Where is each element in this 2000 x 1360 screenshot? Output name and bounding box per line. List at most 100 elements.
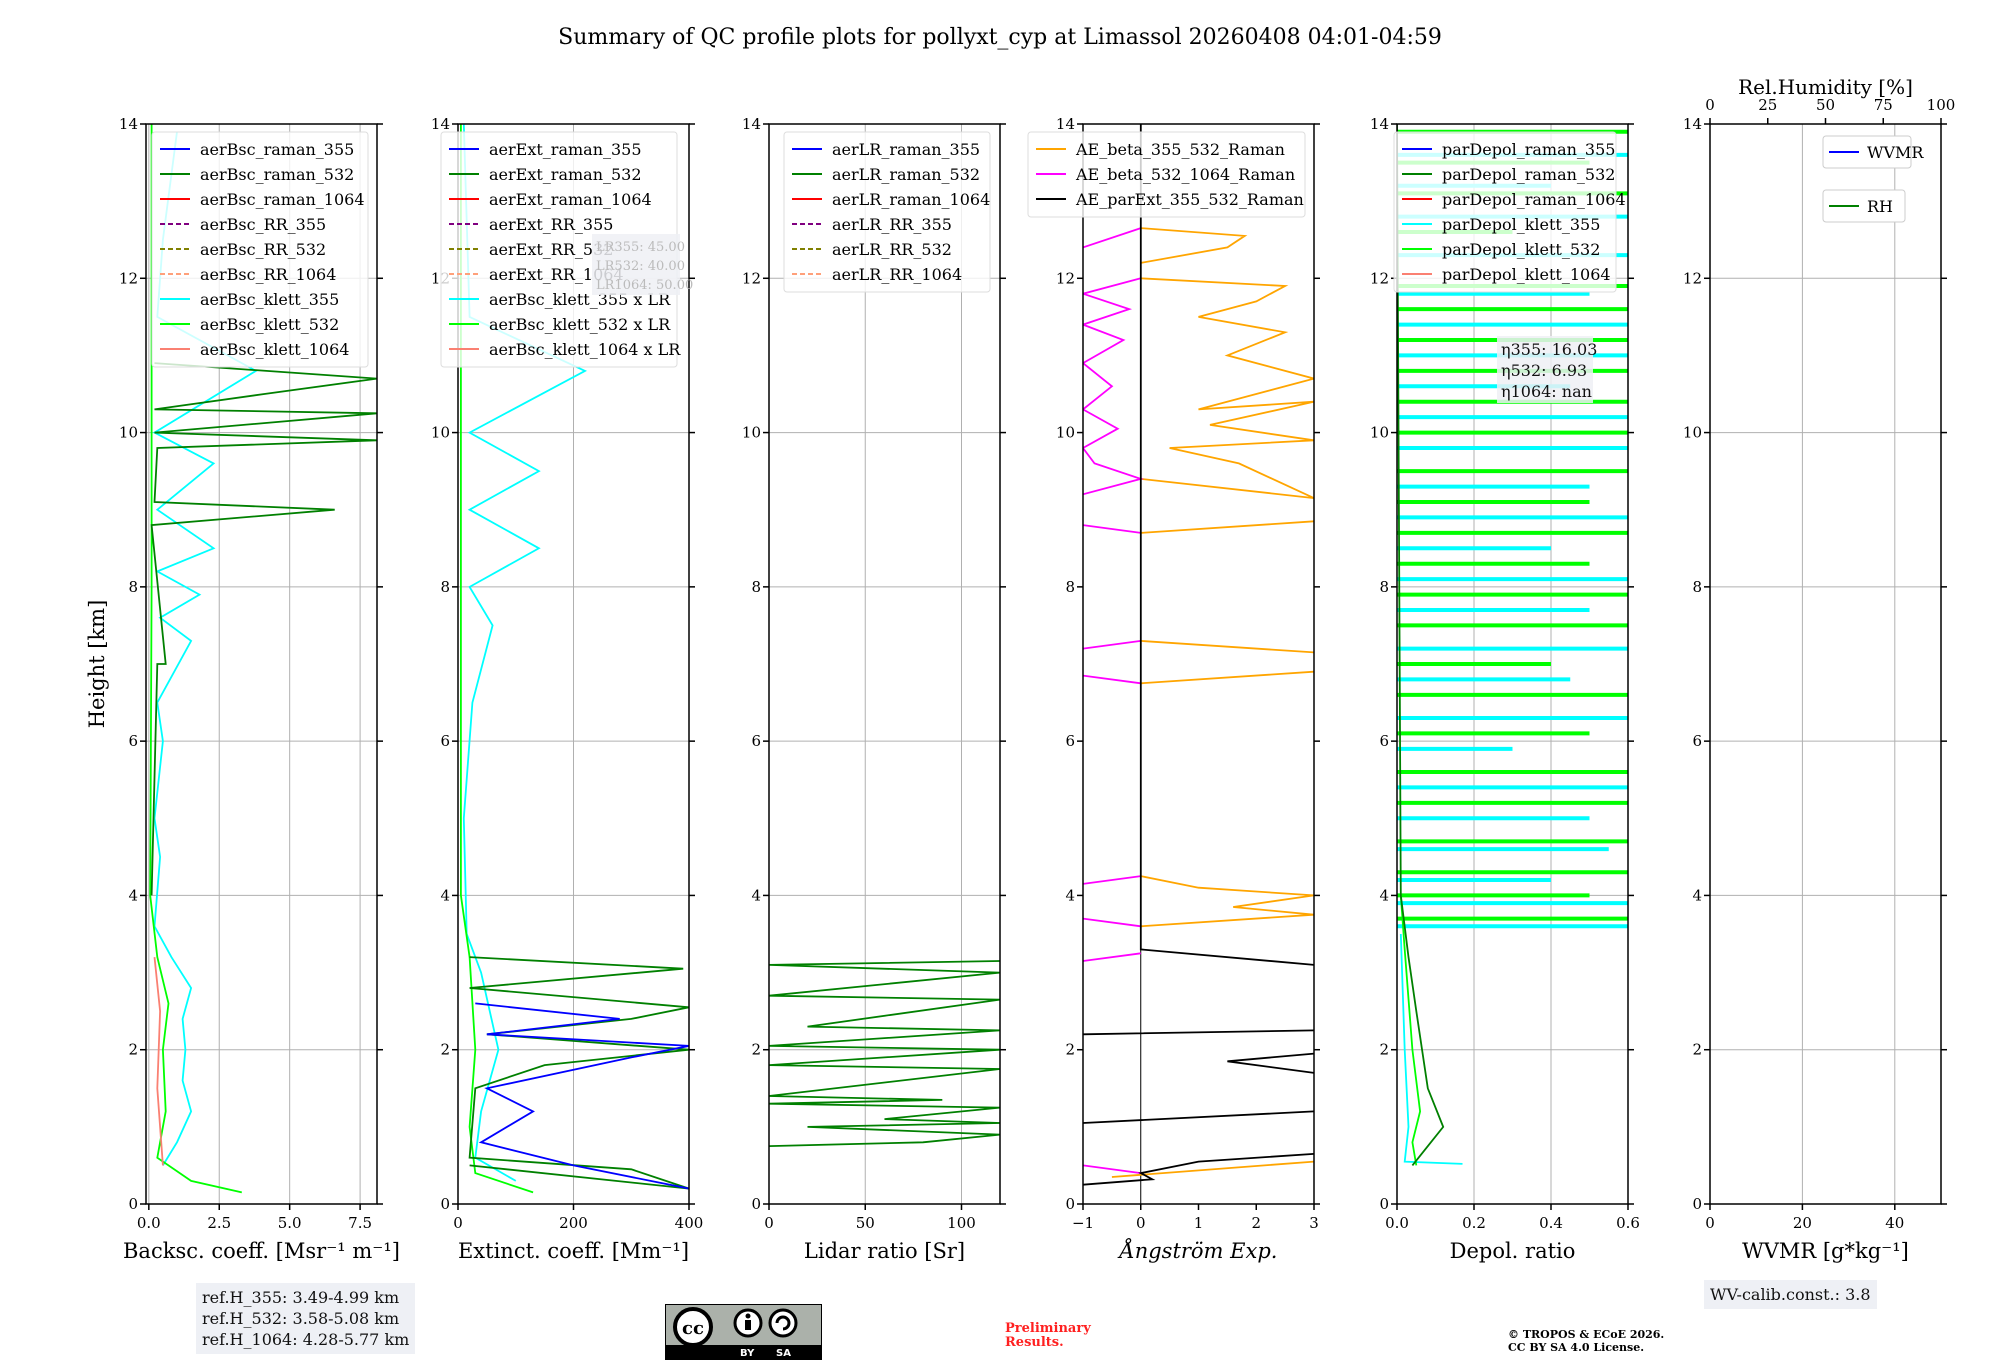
y-tick-label: 4	[751, 886, 761, 904]
legend-label: aerBsc_klett_1064 x LR	[489, 340, 681, 359]
legend: aerBsc_raman_355 aerBsc_raman_532 aerBsc_r…	[151, 131, 369, 368]
panel-5: 0 2 4 6 8 10 12 14 0.0 0.2 0.4 0.6 Depol. ratio parDe…	[1370, 115, 1640, 1263]
series-AE_parExt_355_532_Raman	[1083, 124, 1314, 1186]
y-tick-label: 10	[1683, 424, 1702, 442]
legend-label: parDepol_klett_532	[1442, 240, 1600, 259]
y-tick-label: 6	[1692, 732, 1702, 750]
legend-box	[1393, 131, 1617, 293]
axes-frame	[1396, 123, 1629, 1205]
legend-label: parDepol_raman_355	[1442, 140, 1615, 159]
x-tick-label: 0.2	[1462, 1214, 1486, 1232]
legend-label: aerLR_RR_532	[832, 240, 952, 259]
copyright-line-1: © TROPOS & ECoE 2026.	[1508, 1328, 1665, 1341]
y-tick-label: 0	[128, 1195, 138, 1213]
preliminary-line-1: Preliminary	[1005, 1321, 1091, 1336]
axes-frame	[1709, 123, 1942, 1205]
series-group	[1083, 124, 1314, 1186]
x-tick-label: −1	[1072, 1214, 1094, 1232]
legend-label: aerExt_RR_532	[489, 240, 613, 259]
copyright-notice: © TROPOS & ECoE 2026. CC BY SA 4.0 Licens…	[1508, 1328, 1664, 1354]
y-tick-label: 14	[742, 115, 761, 133]
x-axis-label: Lidar ratio [Sr]	[804, 1239, 965, 1263]
axes-frame	[768, 123, 1001, 1205]
y-tick-label: 12	[119, 269, 138, 287]
x-tick-label: 0.0	[1385, 1214, 1409, 1232]
annotation-line: LR532: 40.00	[596, 259, 685, 274]
legend-entry: WVMR	[1822, 135, 1924, 169]
annotation-line: LR1064: 50.00	[596, 278, 693, 293]
series-aerLR_raman_532	[769, 960, 1000, 1147]
legend-label: aerExt_raman_532	[489, 165, 642, 184]
y-tick-label: 10	[742, 424, 761, 442]
y-tick-label: 8	[1379, 578, 1389, 596]
legend-label: AE_parExt_355_532_Raman	[1075, 190, 1304, 209]
legend-label: RH	[1867, 197, 1893, 216]
ref-height-355: ref.H_355: 3.49-4.99 km	[202, 1288, 400, 1307]
series-aerExt_raman_532	[468, 956, 689, 1190]
y-tick-label: 4	[1379, 886, 1389, 904]
y-tick-label: 10	[119, 424, 138, 442]
y-tick-label: 4	[440, 886, 450, 904]
series-AE_beta_532_1064_Raman	[1083, 227, 1144, 1174]
legend-label: parDepol_raman_1064	[1442, 190, 1626, 209]
y-tick-label: 4	[128, 886, 138, 904]
wv-calibration-text: WV-calib.const.: 3.8	[1710, 1285, 1871, 1304]
panel-3: 0 2 4 6 8 10 12 14 0 50 100 Lidar ratio [Sr] aerLR_r…	[742, 115, 1006, 1263]
legend-label: aerBsc_RR_532	[200, 240, 326, 259]
preliminary-line-2: Results.	[1005, 1335, 1064, 1350]
x-tick-label: 400	[675, 1214, 704, 1232]
ref-height-532: ref.H_532: 3.58-5.08 km	[202, 1309, 400, 1328]
y-tick-label: 8	[1692, 578, 1702, 596]
legend-label: WVMR	[1867, 143, 1924, 162]
y-tick-label: 8	[1065, 578, 1075, 596]
y-tick-label: 14	[119, 115, 138, 133]
legend-label: aerExt_raman_355	[489, 140, 642, 159]
legend-label: aerLR_RR_355	[832, 215, 952, 234]
x-tick-label: 40	[1885, 1214, 1904, 1232]
legend-label: aerBsc_raman_355	[200, 140, 354, 159]
lidar-ratio-annotation: LR355: 45.00 LR532: 40.00 LR1064: 50.00	[592, 234, 693, 295]
y-tick-label: 2	[751, 1041, 761, 1059]
y-axis-label: Height [km]	[85, 600, 109, 729]
legend-label: aerBsc_klett_1064	[200, 340, 349, 359]
y-tick-label: 8	[128, 578, 138, 596]
x-tick-label: 0.4	[1539, 1214, 1563, 1232]
legend-entry: RH	[1822, 189, 1906, 223]
y-tick-label: 6	[128, 732, 138, 750]
legend-label: aerBsc_klett_532	[200, 315, 339, 334]
y-tick-label: 6	[1065, 732, 1075, 750]
y-tick-label: 4	[1692, 886, 1702, 904]
series-aerBsc_klett_532 x LR	[460, 124, 534, 1194]
y-tick-label: 2	[128, 1041, 138, 1059]
reference-height-box: ref.H_355: 3.49-4.99 km ref.H_532: 3.58-…	[196, 1283, 416, 1354]
y-tick-label: 0	[440, 1195, 450, 1213]
wv-calibration-box: WV-calib.const.: 3.8	[1704, 1280, 1877, 1309]
x-tick-label: 5.0	[278, 1214, 302, 1232]
x-tick-label: 0.0	[137, 1214, 161, 1232]
series-aerBsc_klett_532	[149, 124, 242, 1194]
legend: parDepol_raman_355 parDepol_raman_532 parD…	[1393, 131, 1626, 293]
cc-sa-label: SA	[776, 1348, 791, 1359]
preliminary-notice: Preliminary Results.	[1005, 1322, 1091, 1350]
legend-label: AE_beta_532_1064_Raman	[1075, 165, 1295, 184]
y-tick-label: 6	[751, 732, 761, 750]
top-tick-label: 50	[1816, 96, 1835, 114]
legend-label: aerBsc_raman_1064	[200, 190, 365, 209]
legend-box	[1822, 189, 1906, 223]
annotation-box	[1497, 336, 1593, 403]
series-parDepol_klett_532_low	[1399, 895, 1422, 1166]
y-tick-label: 14	[1370, 115, 1389, 133]
legend-label: aerLR_RR_1064	[832, 265, 962, 284]
series-group	[149, 124, 377, 1194]
y-tick-label: 2	[1379, 1041, 1389, 1059]
y-tick-label: 6	[440, 732, 450, 750]
x-tick-label: 2	[1251, 1214, 1261, 1232]
annotation-line: η355: 16.03	[1501, 340, 1597, 359]
legend-label: AE_beta_355_532_Raman	[1075, 140, 1285, 159]
series-parDepol_raman_532	[1397, 124, 1445, 1166]
legend-label: aerLR_raman_532	[832, 165, 980, 184]
x-tick-label: 0	[764, 1214, 774, 1232]
